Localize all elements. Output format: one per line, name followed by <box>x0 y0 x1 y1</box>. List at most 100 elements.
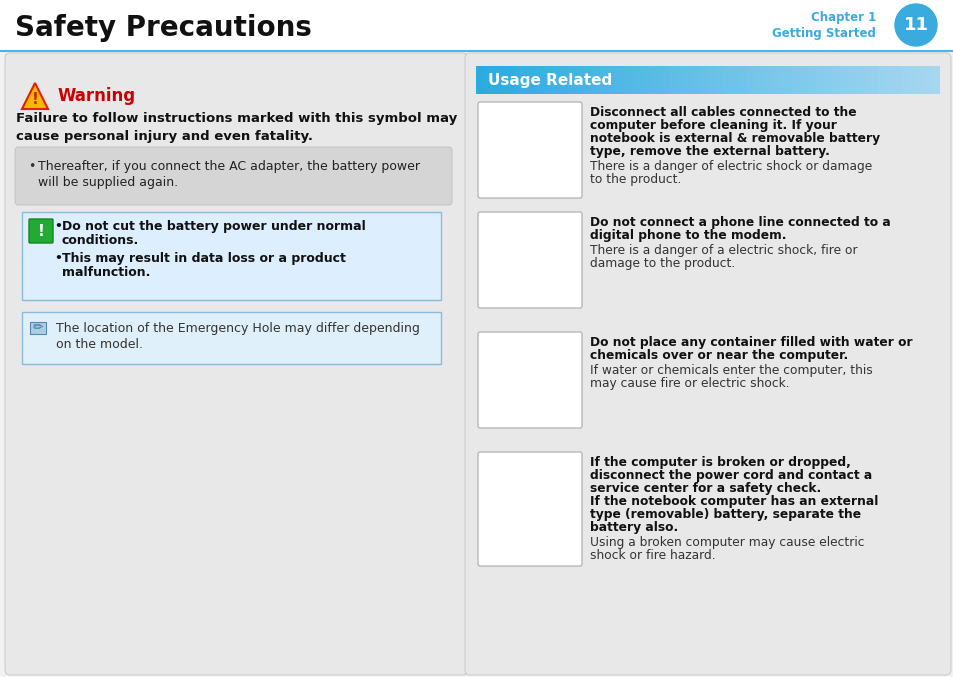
Text: service center for a safety check.: service center for a safety check. <box>589 482 821 495</box>
Text: conditions.: conditions. <box>62 234 139 247</box>
FancyBboxPatch shape <box>464 53 950 675</box>
FancyBboxPatch shape <box>514 66 522 94</box>
FancyBboxPatch shape <box>22 312 440 364</box>
FancyBboxPatch shape <box>769 66 778 94</box>
Text: chemicals over or near the computer.: chemicals over or near the computer. <box>589 349 847 362</box>
Polygon shape <box>22 83 48 109</box>
Text: Thereafter, if you connect the AC adapter, the battery power: Thereafter, if you connect the AC adapte… <box>38 160 419 173</box>
FancyBboxPatch shape <box>823 66 831 94</box>
Text: Getting Started: Getting Started <box>771 26 875 39</box>
FancyBboxPatch shape <box>477 452 581 566</box>
FancyBboxPatch shape <box>901 66 908 94</box>
FancyBboxPatch shape <box>923 66 932 94</box>
FancyBboxPatch shape <box>846 66 855 94</box>
FancyBboxPatch shape <box>893 66 901 94</box>
Text: will be supplied again.: will be supplied again. <box>38 176 178 189</box>
FancyBboxPatch shape <box>15 147 452 205</box>
FancyBboxPatch shape <box>831 66 839 94</box>
FancyBboxPatch shape <box>746 66 754 94</box>
FancyBboxPatch shape <box>638 66 646 94</box>
Text: notebook is external & removable battery: notebook is external & removable battery <box>589 132 880 145</box>
Text: If the notebook computer has an external: If the notebook computer has an external <box>589 495 878 508</box>
FancyBboxPatch shape <box>692 66 700 94</box>
FancyBboxPatch shape <box>29 219 53 243</box>
FancyBboxPatch shape <box>477 212 581 308</box>
Text: Chapter 1: Chapter 1 <box>810 11 875 24</box>
FancyBboxPatch shape <box>777 66 785 94</box>
FancyBboxPatch shape <box>839 66 847 94</box>
FancyBboxPatch shape <box>730 66 739 94</box>
FancyBboxPatch shape <box>5 53 468 675</box>
Text: The location of the Emergency Hole may differ depending: The location of the Emergency Hole may d… <box>56 322 419 335</box>
FancyBboxPatch shape <box>476 66 484 94</box>
FancyBboxPatch shape <box>722 66 731 94</box>
FancyBboxPatch shape <box>537 66 545 94</box>
Text: If water or chemicals enter the computer, this: If water or chemicals enter the computer… <box>589 364 872 377</box>
Text: battery also.: battery also. <box>589 521 678 534</box>
Text: shock or fire hazard.: shock or fire hazard. <box>589 549 715 562</box>
FancyBboxPatch shape <box>583 66 592 94</box>
Text: Failure to follow instructions marked with this symbol may
cause personal injury: Failure to follow instructions marked wi… <box>16 112 456 143</box>
Text: There is a danger of electric shock or damage: There is a danger of electric shock or d… <box>589 160 871 173</box>
FancyBboxPatch shape <box>908 66 917 94</box>
FancyBboxPatch shape <box>800 66 808 94</box>
Text: !: ! <box>31 92 38 107</box>
FancyBboxPatch shape <box>0 50 953 52</box>
FancyBboxPatch shape <box>707 66 716 94</box>
Text: 11: 11 <box>902 16 927 34</box>
Text: There is a danger of a electric shock, fire or: There is a danger of a electric shock, f… <box>589 244 857 257</box>
FancyBboxPatch shape <box>669 66 677 94</box>
FancyBboxPatch shape <box>530 66 537 94</box>
FancyBboxPatch shape <box>568 66 577 94</box>
FancyBboxPatch shape <box>931 66 940 94</box>
Text: Safety Precautions: Safety Precautions <box>15 14 312 42</box>
FancyBboxPatch shape <box>477 332 581 428</box>
FancyBboxPatch shape <box>645 66 654 94</box>
FancyBboxPatch shape <box>553 66 561 94</box>
Text: digital phone to the modem.: digital phone to the modem. <box>589 229 785 242</box>
FancyBboxPatch shape <box>677 66 684 94</box>
Text: damage to the product.: damage to the product. <box>589 257 735 270</box>
FancyBboxPatch shape <box>739 66 746 94</box>
FancyBboxPatch shape <box>630 66 639 94</box>
Text: •: • <box>28 160 35 173</box>
FancyBboxPatch shape <box>761 66 770 94</box>
FancyBboxPatch shape <box>576 66 584 94</box>
Text: disconnect the power cord and contact a: disconnect the power cord and contact a <box>589 469 871 482</box>
Text: Disconnect all cables connected to the: Disconnect all cables connected to the <box>589 106 856 119</box>
Text: Do not place any container filled with water or: Do not place any container filled with w… <box>589 336 912 349</box>
FancyBboxPatch shape <box>560 66 569 94</box>
FancyBboxPatch shape <box>885 66 893 94</box>
FancyBboxPatch shape <box>22 212 440 300</box>
Text: Usage Related: Usage Related <box>488 72 612 87</box>
Text: computer before cleaning it. If your: computer before cleaning it. If your <box>589 119 836 132</box>
FancyBboxPatch shape <box>483 66 492 94</box>
FancyBboxPatch shape <box>30 322 46 334</box>
FancyBboxPatch shape <box>816 66 823 94</box>
FancyBboxPatch shape <box>715 66 723 94</box>
FancyBboxPatch shape <box>792 66 801 94</box>
FancyBboxPatch shape <box>653 66 661 94</box>
FancyBboxPatch shape <box>545 66 554 94</box>
Text: may cause fire or electric shock.: may cause fire or electric shock. <box>589 377 789 390</box>
FancyBboxPatch shape <box>700 66 708 94</box>
FancyBboxPatch shape <box>477 102 581 198</box>
Text: This may result in data loss or a product: This may result in data loss or a produc… <box>62 252 346 265</box>
FancyBboxPatch shape <box>498 66 507 94</box>
FancyBboxPatch shape <box>784 66 793 94</box>
Text: Do not cut the battery power under normal: Do not cut the battery power under norma… <box>62 220 365 233</box>
Text: to the product.: to the product. <box>589 173 680 186</box>
Text: type, remove the external battery.: type, remove the external battery. <box>589 145 829 158</box>
Text: •: • <box>54 220 62 233</box>
FancyBboxPatch shape <box>615 66 622 94</box>
Text: If the computer is broken or dropped,: If the computer is broken or dropped, <box>589 456 850 469</box>
FancyBboxPatch shape <box>622 66 631 94</box>
FancyBboxPatch shape <box>491 66 499 94</box>
Text: Do not connect a phone line connected to a: Do not connect a phone line connected to… <box>589 216 890 229</box>
Text: ✏: ✏ <box>32 322 43 334</box>
Text: malfunction.: malfunction. <box>62 266 151 279</box>
Text: •: • <box>54 252 62 265</box>
FancyBboxPatch shape <box>862 66 870 94</box>
FancyBboxPatch shape <box>592 66 599 94</box>
Circle shape <box>894 4 936 46</box>
